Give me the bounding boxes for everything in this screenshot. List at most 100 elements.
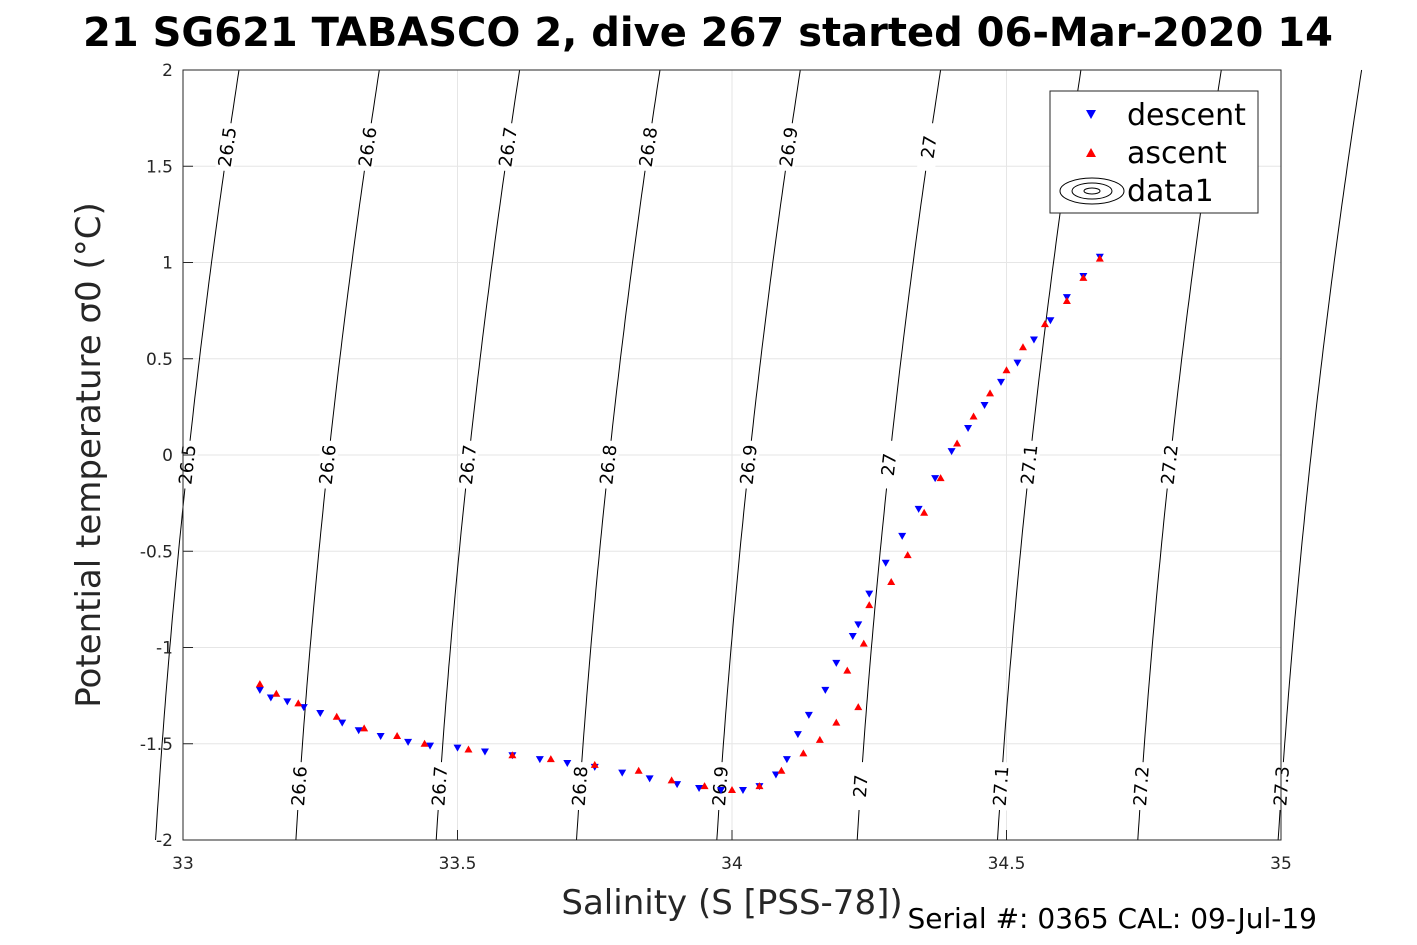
contour-label-middle: 26.7 [456, 444, 481, 486]
descent-point [881, 559, 890, 567]
descent-point [426, 742, 435, 750]
descent-point [563, 760, 572, 767]
descent-point [898, 532, 907, 540]
axis-ticks: 33 33.5 34 34.5 35 2 1.5 1 0.5 0 -0.5 -1 -1.5 -2 [140, 61, 1292, 874]
contour-label-bg [569, 761, 591, 811]
ascent-point [590, 760, 599, 768]
x-axis-label: Salinity (S [PSS-78]) [561, 883, 902, 923]
y-tick-label: -0.5 [140, 542, 173, 562]
contour-label-middle: 27.1 [1017, 444, 1042, 486]
contour-label-middle: 26.9 [737, 444, 762, 486]
contour-label-middle: 26.5 [175, 444, 200, 486]
legend-ascent-label: ascent [1127, 136, 1227, 171]
descent-point [793, 731, 802, 739]
descent-point [480, 748, 489, 756]
contour-label-middle: 27.2 [1158, 444, 1183, 486]
contour-label-bg [355, 121, 381, 173]
descent-point [453, 744, 462, 752]
descent-point [354, 727, 363, 735]
ascent-point [700, 782, 709, 790]
descent-point [535, 756, 544, 764]
contour-label-bg [850, 761, 872, 811]
contour-label-bg [215, 121, 240, 173]
legend-descent-label: descent [1127, 98, 1246, 133]
legend-ascent-marker [1086, 148, 1096, 157]
ascent-point [755, 782, 764, 790]
descent-point [1046, 317, 1055, 325]
descent-point [717, 786, 726, 794]
ascent-point [728, 785, 736, 793]
descent-point [283, 698, 292, 706]
contour-label-bottom: 26.6 [288, 765, 312, 806]
ascent-point [508, 751, 517, 759]
descent-point [997, 378, 1006, 386]
contour-label-bg [636, 121, 661, 173]
ascent-point [393, 732, 402, 740]
ascent-point [1062, 297, 1071, 304]
x-tick-label: 33 [172, 854, 194, 874]
ascent-point [936, 474, 945, 482]
contour-label-bottom: 27 [850, 774, 873, 798]
ascent-point [1040, 320, 1049, 328]
descent-point [738, 786, 747, 794]
x-tick-label: 34 [721, 854, 743, 874]
contour-label-bg [175, 439, 199, 490]
descent-point [1013, 359, 1022, 367]
contour-label-middle: 27 [878, 452, 901, 477]
descent-point [980, 401, 989, 409]
ascent-point [634, 766, 643, 774]
ascent-point [799, 749, 808, 757]
descent-point [947, 448, 956, 456]
ascent-point [920, 508, 929, 516]
contour-label-bg [776, 121, 802, 173]
y-tick-label: -2 [156, 831, 173, 851]
legend-descent-marker [1086, 110, 1096, 119]
contour-label-bg [737, 439, 761, 490]
y-tick-label: 0.5 [146, 350, 173, 370]
ascent-point [843, 666, 852, 674]
descent-point [376, 733, 385, 741]
ascent-point [255, 680, 264, 688]
legend: descent ascent data1 [1049, 90, 1259, 214]
descent-point [865, 590, 874, 598]
data-points [255, 253, 1104, 794]
descent-point [832, 659, 841, 667]
ascent-point [1079, 273, 1088, 281]
legend-data1-label: data1 [1127, 174, 1214, 209]
descent-point [338, 719, 347, 727]
contour-label-bg [990, 761, 1012, 811]
ascent-point [953, 439, 962, 447]
descent-point [316, 709, 325, 717]
descent-point [854, 621, 863, 629]
chart-title: 21 SG621 TABASCO 2, dive 267 started 06-… [83, 10, 1333, 56]
contour-label-bg [429, 761, 451, 811]
contour-label-bg [916, 121, 942, 173]
descent-point [695, 785, 704, 793]
y-tick-label: -1 [156, 639, 173, 659]
legend-contour-icon [1059, 177, 1125, 205]
contour-label-bg [1017, 439, 1041, 490]
contour-label-middle: 26.8 [596, 444, 621, 486]
contour-label-bottom: 27.2 [1130, 765, 1154, 806]
descent-point [804, 711, 813, 719]
contour-label-bg [495, 121, 521, 173]
ascent-point [986, 389, 995, 397]
descent-point [618, 769, 627, 777]
serial-note: Serial #: 0365 CAL: 09-Jul-19 [907, 902, 1317, 935]
descent-point [821, 686, 830, 694]
contour-label-bottom: 26.9 [709, 765, 733, 806]
ascent-point [464, 745, 473, 753]
ascent-point [667, 776, 676, 784]
descent-point [848, 632, 857, 640]
descent-point [782, 756, 791, 764]
contour-label-bg [877, 439, 901, 490]
ascent-point [859, 639, 868, 647]
y-tick-label: 2 [162, 61, 173, 81]
descent-point [914, 505, 923, 513]
y-tick-label: 1 [162, 254, 173, 274]
descent-point [1029, 336, 1038, 344]
y-tick-label: 0 [162, 446, 173, 466]
descent-point [255, 686, 264, 694]
ascent-point [815, 735, 824, 743]
